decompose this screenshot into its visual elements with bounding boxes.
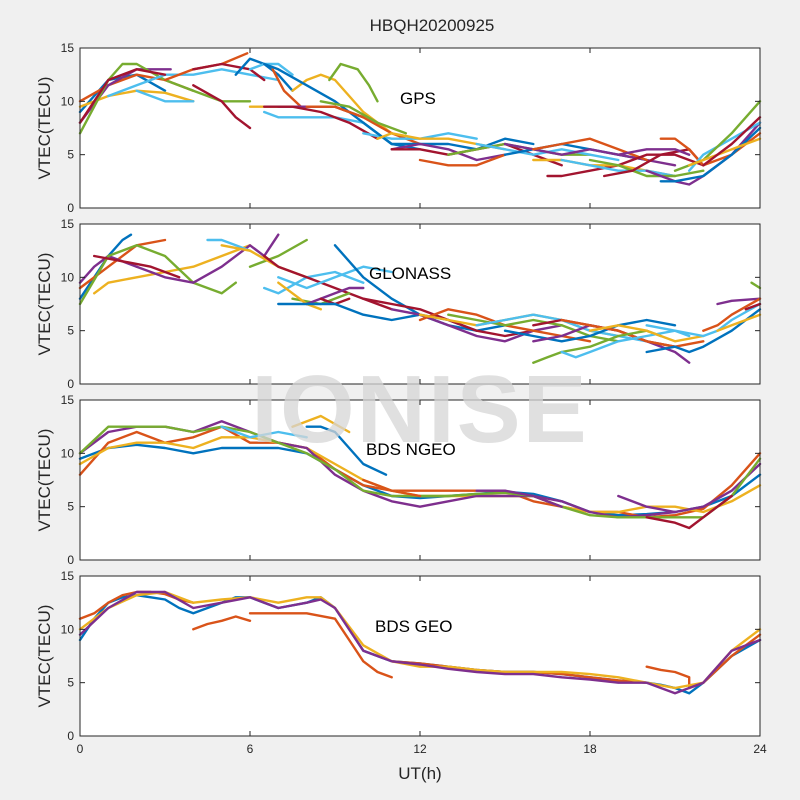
- panel-glonass-ytick-label: 0: [67, 377, 74, 391]
- panel-gps-series-line: [78, 68, 167, 124]
- panel-glonass-background: [80, 224, 760, 384]
- panel-glonass-series-line: [645, 308, 762, 354]
- watermark: IONISE: [251, 356, 588, 463]
- panel-bds-ngeo-ytick-label: 5: [67, 500, 74, 514]
- panel-gps-series-line: [263, 110, 365, 124]
- panel-bds-geo-ticks: 0 5 10 15 0 6 12 18 24: [61, 569, 767, 756]
- panel-gps-series-line: [305, 105, 422, 146]
- panel-gps-series-line: [328, 62, 379, 103]
- panel-bds-geo-xtick-label: 24: [753, 742, 767, 756]
- panel-glonass-ytick-label: 10: [61, 270, 75, 284]
- panel-bds-ngeo-ticks: 0 5 10 15: [61, 393, 761, 567]
- panel-glonass-series-line: [503, 318, 677, 343]
- panel-bds-geo-xtick-label: 12: [413, 742, 427, 756]
- panel-bds-geo-series-line: [78, 590, 762, 695]
- panel-glonass-series-line: [277, 281, 322, 311]
- panel-glonass-series: [78, 233, 762, 364]
- panel-glonass-series-line: [750, 281, 762, 290]
- panel-gps-series-line: [418, 153, 507, 167]
- panel-glonass-series-line: [93, 254, 181, 279]
- panel-bds-geo-series: [78, 590, 762, 695]
- panel-glonass-ylabel: VTEC(TECU): [35, 253, 54, 356]
- panel-gps-series-line: [362, 121, 535, 151]
- panel-bds-ngeo: 0 5 10 15 BDS NGEO VTEC(TECU): [35, 393, 762, 567]
- x-axis-label: UT(h): [398, 764, 441, 783]
- panel-bds-geo-ytick-label: 15: [61, 569, 75, 583]
- panel-gps-ticks: 0 5 10 15: [61, 41, 761, 215]
- panel-bds-ngeo-background: [80, 400, 760, 560]
- panel-gps-series-line: [588, 158, 705, 178]
- panel-bds-ngeo-series-line: [362, 478, 422, 498]
- panel-bds-geo-ytick-label: 5: [67, 676, 74, 690]
- panel-glonass-series-line: [248, 238, 308, 268]
- panel-glonass: 0 5 10 15 GLONASS VTEC(TECU): [35, 217, 762, 391]
- panel-gps-ytick-label: 5: [67, 148, 74, 162]
- panel-gps-ylabel: VTEC(TECU): [35, 77, 54, 180]
- panel-glonass-series-line: [588, 324, 705, 343]
- panel-bds-ngeo-series-line: [475, 489, 563, 508]
- panel-gps-series-line: [107, 68, 280, 98]
- panel-bds-ngeo-series-line: [305, 425, 388, 476]
- panel-gps-ytick-label: 10: [61, 94, 75, 108]
- panel-gps: 0 5 10 15 GPS VTEC(TECU): [35, 41, 762, 215]
- panel-glonass-series-line: [78, 244, 237, 306]
- panel-gps-series: [78, 52, 762, 186]
- panel-bds-ngeo-series-line: [645, 494, 733, 530]
- panel-gps-background: [80, 48, 760, 208]
- panel-gps-label: GPS: [400, 89, 436, 108]
- panel-gps-series-line: [390, 142, 507, 162]
- panel-gps-series-line: [192, 84, 252, 130]
- panel-gps-series-line: [560, 158, 677, 178]
- panel-gps-series-line: [702, 116, 762, 167]
- panel-gps-ytick-label: 0: [67, 201, 74, 215]
- panel-bds-geo-ytick-label: 0: [67, 729, 74, 743]
- figure-title: HBQH20200925: [370, 16, 495, 35]
- panel-gps-series-line: [271, 68, 303, 108]
- panel-bds-geo-xtick-label: 0: [77, 742, 84, 756]
- panel-glonass-series-line: [716, 313, 762, 332]
- panel-gps-series-line: [192, 62, 266, 82]
- panel-bds-ngeo-ytick-label: 10: [61, 446, 75, 460]
- panel-glonass-series-line: [78, 238, 167, 290]
- panel-glonass-series-line: [206, 238, 252, 252]
- panel-bds-ngeo-series: [78, 414, 762, 530]
- panel-gps-series-line: [291, 73, 393, 135]
- panel-glonass-ytick-label: 5: [67, 324, 74, 338]
- panel-gps-series-line: [617, 148, 691, 156]
- panel-glonass-series-line: [702, 297, 762, 332]
- panel-bds-ngeo-ylabel: VTEC(TECU): [35, 429, 54, 532]
- panel-bds-ngeo-series-line: [617, 494, 677, 514]
- panel-gps-series-line: [319, 100, 407, 135]
- panel-bds-geo-series-line: [192, 615, 252, 631]
- panel-bds-geo-series-line: [248, 612, 393, 679]
- panel-bds-geo-label: BDS GEO: [375, 617, 452, 636]
- panel-bds-geo-ylabel: VTEC(TECU): [35, 605, 54, 708]
- panel-glonass-label: GLONASS: [369, 264, 451, 283]
- panel-bds-ngeo-ytick-label: 15: [61, 393, 75, 407]
- panel-glonass-series-line: [645, 302, 762, 338]
- panel-bds-geo-series-line: [645, 633, 762, 690]
- panel-glonass-series-line: [744, 302, 762, 311]
- panel-bds-ngeo-series-line: [220, 425, 308, 439]
- panel-bds-geo-ytick-label: 10: [61, 622, 75, 636]
- panel-gps-series-line: [135, 89, 195, 103]
- panel-bds-ngeo-ytick-label: 0: [67, 553, 74, 567]
- panel-bds-ngeo-series-line: [291, 414, 351, 434]
- panel-glonass-ticks: 0 5 10 15: [61, 217, 761, 391]
- panel-gps-series-line: [688, 137, 762, 167]
- panel-glonass-series-line: [560, 318, 705, 348]
- panel-bds-ngeo-label: BDS NGEO: [366, 440, 456, 459]
- panel-gps-series-line: [248, 62, 294, 76]
- panel-gps-series-line: [263, 105, 379, 140]
- panel-glonass-series-line: [277, 265, 393, 290]
- panel-glonass-series-line: [716, 297, 762, 306]
- panel-glonass-ytick-label: 15: [61, 217, 75, 231]
- panel-bds-geo-xtick-label: 18: [583, 742, 597, 756]
- panel-bds-geo-xtick-label: 6: [247, 742, 254, 756]
- panel-bds-geo: 0 5 10 15 0 6 12 18 24 BDS GEO VTEC(TECU): [35, 569, 767, 756]
- panel-gps-ytick-label: 15: [61, 41, 75, 55]
